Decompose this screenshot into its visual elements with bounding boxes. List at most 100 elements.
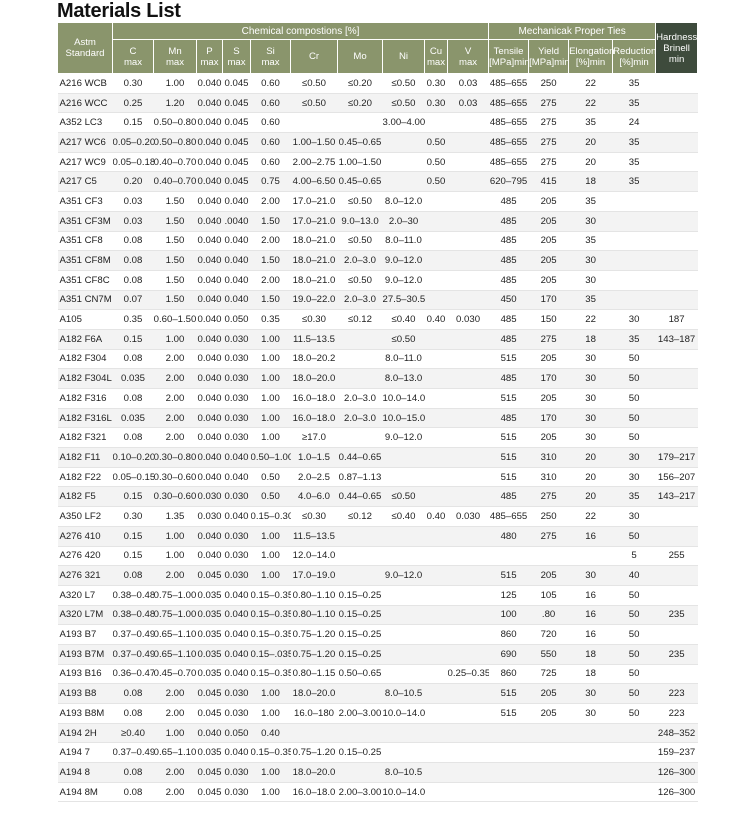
empty-cell: [424, 211, 448, 232]
standard-cell: A217 WC9: [57, 152, 113, 173]
empty-cell: [337, 349, 383, 370]
table-cell: 0.08: [112, 683, 154, 704]
table-cell: 0.25–0.35: [447, 664, 489, 685]
table-cell: 255: [655, 546, 698, 567]
table-cell: 1.00: [250, 565, 291, 586]
header-text: Standard: [65, 48, 105, 59]
table-cell: 0.50: [250, 486, 291, 508]
standard-cell: A351 CF3: [57, 191, 113, 212]
empty-cell: [655, 93, 698, 114]
empty-cell: [447, 231, 489, 252]
table-cell: 35: [612, 152, 656, 173]
table-cell: 0.030: [222, 408, 251, 429]
table-cell: 35: [612, 93, 656, 114]
table-cell: 0.08: [112, 565, 154, 586]
empty-cell: [655, 231, 698, 252]
standard-cell: A182 F316: [57, 388, 113, 409]
table-cell: 0.60: [250, 152, 291, 173]
table-cell: 4.0–6.0: [290, 486, 338, 508]
standard-cell: A193 B8: [57, 683, 113, 704]
table-cell: 0.15–.035: [250, 644, 291, 665]
table-cell: 0.035: [196, 664, 223, 685]
table-cell: 18.0–20.0: [290, 683, 338, 704]
table-cell: 485–655: [488, 73, 529, 94]
header-text: Ni: [398, 51, 409, 62]
empty-cell: [655, 388, 698, 409]
table-cell: 205: [528, 683, 569, 704]
table-cell: 485: [488, 309, 529, 330]
table-cell: 485: [488, 368, 529, 389]
table-cell: 0.50–0.65: [337, 664, 383, 685]
empty-cell: [447, 703, 489, 724]
table-cell: 0.38–0.48: [112, 605, 154, 626]
table-cell: 30: [612, 506, 656, 527]
table-row: A276 410 0.15 1.00 0.040 0.030 1.00 11.5–13.5 4…: [57, 526, 698, 547]
table-cell: 18: [568, 329, 613, 350]
standard-cell: A193 B8M: [57, 703, 113, 724]
table-cell: 0.30–0.60: [153, 467, 197, 488]
table-cell: ≤0.50: [382, 73, 425, 94]
table-cell: 515: [488, 703, 529, 724]
empty-cell: [528, 782, 569, 803]
empty-cell: [447, 112, 489, 134]
table-cell: 143–217: [655, 486, 698, 508]
standard-cell: A105: [57, 309, 113, 330]
table-cell: 10.0–14.0: [382, 388, 425, 409]
table-cell: 2.00: [153, 762, 197, 783]
table-cell: 0.035: [196, 624, 223, 645]
table-cell: 20: [568, 152, 613, 173]
table-cell: 18.0–21.0: [290, 270, 338, 291]
table-cell: 16: [568, 605, 613, 626]
table-cell: 205: [528, 250, 569, 271]
table-cell: 0.08: [112, 427, 154, 449]
table-cell: 0.040: [196, 171, 223, 193]
standard-cell: A351 CF3M: [57, 211, 113, 232]
table-cell: 9.0–12.0: [382, 270, 425, 291]
header-text: Brinell: [663, 42, 690, 54]
table-cell: 17.0–19.0: [290, 565, 338, 586]
table-cell: ≤0.12: [337, 506, 383, 527]
standard-cell: A194 7: [57, 742, 113, 764]
standard-cell: A182 F11: [57, 447, 113, 468]
table-row: A216 WCB 0.30 1.00 0.040 0.045 0.60 ≤0.50 ≤0.20…: [57, 73, 698, 94]
table-cell: 0.045: [196, 703, 223, 724]
table-row: A182 F304 0.08 2.00 0.040 0.030 1.00 18.0–20.2…: [57, 349, 698, 370]
table-cell: 126–300: [655, 782, 698, 803]
empty-cell: [447, 565, 489, 586]
table-cell: 0.45–0.70: [153, 664, 197, 685]
table-cell: 485–655: [488, 112, 529, 134]
table-cell: 0.05–0.20: [112, 132, 154, 153]
empty-cell: [488, 723, 529, 744]
empty-cell: [382, 171, 425, 193]
table-cell: 0.40: [250, 723, 291, 744]
table-cell: 1.00: [250, 427, 291, 449]
table-cell: 0.75–1.20: [290, 624, 338, 645]
table-row: A351 CF8C 0.08 1.50 0.040 0.040 2.00 18.0–21.0…: [57, 270, 698, 291]
table-cell: 0.08: [112, 349, 154, 370]
table-cell: 50: [612, 624, 656, 645]
table-row: A320 L7M 0.38–0.48 0.75–1.00 0.035 0.040 0.15…: [57, 605, 698, 626]
table-row: A193 B7M 0.37–0.49 0.65–1.10 0.035 0.040 0.15…: [57, 644, 698, 665]
table-row: A194 2H ≥0.40 1.00 0.040 0.050 0.40 248–352: [57, 723, 698, 744]
column-header: Reduction [%]min: [612, 39, 656, 74]
table-cell: 0.040: [196, 447, 223, 468]
empty-cell: [447, 388, 489, 409]
table-cell: 1.00: [250, 703, 291, 724]
empty-cell: [424, 664, 448, 685]
table-cell: 485: [488, 191, 529, 212]
table-cell: 485: [488, 329, 529, 350]
table-cell: ≤0.12: [337, 309, 383, 330]
empty-cell: [382, 605, 425, 626]
header-text: Elongation: [569, 45, 615, 57]
table-cell: ≤0.20: [337, 93, 383, 114]
table-cell: 30: [568, 211, 613, 232]
empty-cell: [447, 290, 489, 311]
table-cell: 2.00: [250, 270, 291, 291]
column-header: Ni: [382, 39, 425, 74]
standard-cell: A182 F304: [57, 349, 113, 370]
table-cell: 50: [612, 526, 656, 547]
table-row: A182 F321 0.08 2.00 0.040 0.030 1.00 ≥17.0 9.0–…: [57, 427, 698, 449]
table-cell: 0.50–1.00: [250, 447, 291, 468]
table-cell: 205: [528, 703, 569, 724]
